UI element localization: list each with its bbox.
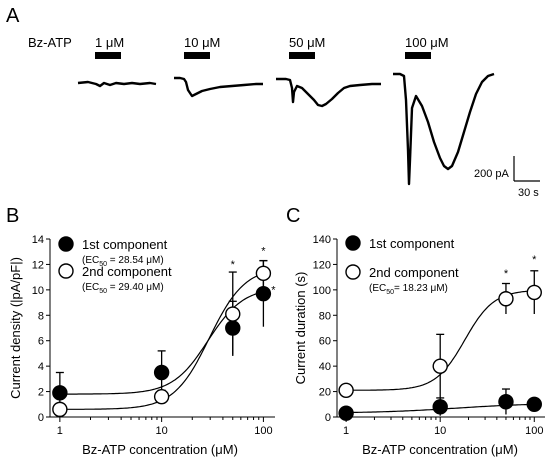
chart-b-legend-label: 2nd component	[82, 264, 172, 279]
chart-c-y-tick-label: 20	[319, 387, 331, 399]
chart-b-point-2nd-component	[153, 388, 170, 405]
panel-b: B 0 2 4 6 8 10 12 14 1 10 100 * * * 1st component (EC50…	[6, 205, 276, 457]
chart-c-x-tick-label: 100	[525, 425, 543, 437]
chart-c-y-tick-label: 120	[313, 259, 331, 271]
chart-c-plot: 0 20 40 60 80 100 120 140 1 10 100 * * 1st component 2…	[313, 234, 545, 437]
chart-b-significance-star: *	[231, 259, 236, 271]
chart-b-legend-marker-filled	[58, 236, 74, 252]
dose-label-1: 1 μM	[95, 35, 124, 50]
chart-b-point-2nd-component	[255, 265, 272, 282]
chart-c-y-tick-label: 40	[319, 361, 331, 373]
chart-b-legend-ec50: (EC50 = 29.40 μM)	[82, 282, 164, 295]
chart-b-y-tick-label: 14	[32, 234, 44, 246]
panel-c: C 0 20 40 60 80 100 120 140 1 10 100 * * 1st componen…	[286, 205, 545, 457]
agonist-label: Bz-ATP	[28, 35, 72, 50]
application-bar-4	[405, 52, 431, 59]
chart-c-point-2nd-component	[338, 382, 354, 398]
chart-b-point-1st-component	[52, 385, 68, 401]
chart-c-point-1st-component	[526, 396, 542, 412]
chart-c-ylabel: Current duration (s)	[293, 272, 308, 385]
chart-b-xlabel: Bz-ATP concentration (μM)	[82, 442, 238, 457]
scale-bar-time-label: 30 s	[518, 187, 539, 199]
chart-b-point-1st-component	[153, 364, 170, 381]
dose-label-2: 10 μM	[184, 35, 220, 50]
chart-b-y-tick-label: 8	[38, 310, 44, 322]
chart-b-significance-star: *	[271, 285, 276, 297]
chart-c-x-tick-label: 1	[343, 425, 349, 437]
chart-c-legend-ec50: (EC50= 18.23 μM)	[369, 283, 448, 296]
chart-b-x-tick-label: 100	[254, 425, 272, 437]
chart-c-x-tick-label: 10	[434, 425, 446, 437]
chart-b-significance-star: *	[261, 245, 266, 257]
chart-b-x-tick-label: 10	[156, 425, 168, 437]
panel-a: A Bz-ATP 1 μM 10 μM 50 μM 100 μM 200 pA …	[6, 5, 540, 199]
chart-c-y-tick-label: 80	[319, 310, 331, 322]
chart-b-plot: 0 2 4 6 8 10 12 14 1 10 100 * * * 1st component (EC50 =…	[32, 234, 277, 437]
chart-b-y-tick-label: 6	[38, 336, 44, 348]
chart-c-y-tick-label: 140	[313, 234, 331, 246]
chart-c-point-2nd-component	[526, 284, 542, 301]
chart-b-y-tick-label: 2	[38, 387, 44, 399]
dose-label-4: 100 μM	[405, 35, 449, 50]
application-bar-3	[289, 52, 315, 59]
chart-b-point-2nd-component	[52, 401, 68, 418]
trace-50um	[276, 77, 381, 108]
chart-b-legend-label: 1st component	[82, 237, 168, 252]
chart-b-x-tick-label: 1	[57, 425, 63, 437]
chart-c-significance-star: *	[532, 254, 537, 266]
chart-c-legend-marker-filled	[345, 235, 361, 251]
scale-bar-current-label: 200 pA	[474, 168, 510, 180]
panel-letter-a: A	[6, 5, 20, 27]
chart-b-ylabel: Current density (|pA/pF|)	[8, 257, 23, 399]
chart-c-xlabel: Bz-ATP concentration (μM)	[362, 442, 518, 457]
application-bar-2	[184, 52, 210, 59]
chart-c-legend-marker-open	[345, 264, 361, 280]
chart-b-point-1st-component	[255, 285, 272, 302]
trace-100um	[393, 72, 495, 186]
chart-c-legend-label: 2nd component	[369, 265, 459, 280]
chart-b-point-2nd-component	[225, 306, 241, 322]
chart-b-y-tick-label: 12	[32, 259, 44, 271]
dose-label-3: 50 μM	[289, 35, 325, 50]
chart-c-y-tick-label: 60	[319, 336, 331, 348]
trace-10um	[174, 76, 263, 98]
trace-1um	[77, 80, 157, 88]
chart-c-point-1st-component	[432, 399, 448, 415]
panel-letter-b: B	[6, 205, 19, 227]
chart-b-y-tick-label: 10	[32, 285, 44, 297]
chart-c-y-tick-label: 100	[313, 285, 331, 297]
chart-b-y-tick-label: 0	[38, 412, 44, 424]
chart-c-point-2nd-component	[498, 291, 514, 307]
chart-c-point-2nd-component	[432, 358, 448, 374]
chart-c-significance-star: *	[504, 268, 509, 280]
chart-c-legend-label: 1st component	[369, 236, 455, 251]
scale-bar: 200 pA 30 s	[474, 156, 540, 199]
chart-c-point-1st-component	[498, 394, 514, 410]
panel-letter-c: C	[286, 205, 300, 227]
chart-c-y-tick-label: 0	[325, 412, 331, 424]
application-bar-1	[95, 52, 121, 59]
chart-b-legend-ec50: (EC50 = 28.54 μM)	[82, 255, 164, 268]
chart-b-legend-marker-open	[58, 263, 74, 279]
chart-b-y-tick-label: 4	[38, 361, 44, 373]
chart-c-point-1st-component	[338, 405, 354, 421]
